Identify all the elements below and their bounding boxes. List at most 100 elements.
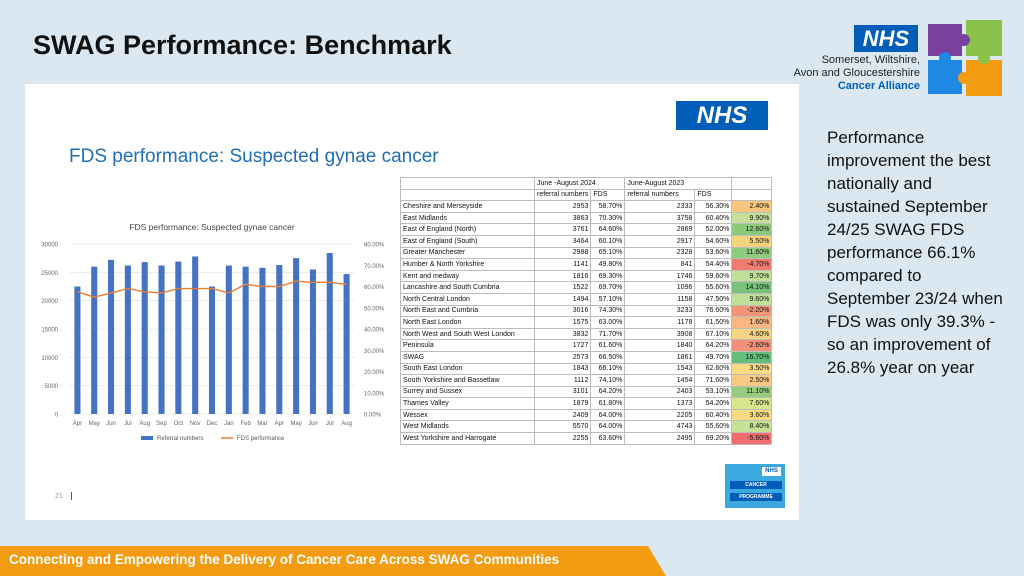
table-cell: 54.60% — [694, 234, 733, 248]
table-row: Surrey and Sussex 3101 64.20% 2403 53.10% 11.… — [400, 385, 773, 399]
y-left-tick-label: 10000 — [41, 356, 58, 362]
header-period-2: June-August 2023 — [624, 177, 733, 190]
x-tick-label: Feb — [240, 421, 251, 427]
table-row: North Central London 1494 57.10% 1158 47.50%… — [400, 292, 773, 306]
nhs-logo: NHS — [676, 101, 768, 130]
table-cell: 3758 — [624, 211, 696, 225]
table-cell-region: Kent and medway — [400, 269, 535, 283]
bar-referral-may-1 — [91, 266, 98, 414]
programme-nhs: NHS — [762, 467, 781, 476]
x-tick-label: Dec — [207, 421, 218, 427]
table-cell: 1096 — [624, 281, 696, 294]
bar-referral-nov-7 — [192, 256, 199, 414]
bar-referral-jan-9 — [225, 265, 232, 414]
org-line-1: Somerset, Wiltshire, — [821, 54, 920, 66]
x-tick-label: Aug — [139, 421, 150, 427]
bar-referral-jun-14 — [309, 269, 316, 414]
table-cell: 3908 — [624, 327, 696, 341]
legend-label-fds: FDS performance — [237, 436, 285, 442]
table-cell: 4.60% — [731, 327, 773, 341]
table-cell: -2.20% — [731, 304, 773, 318]
y-right-tick-label: 0.00% — [364, 413, 382, 419]
table-cell: 1879 — [533, 397, 592, 410]
table-cell: 55.60% — [694, 420, 733, 434]
table-cell-region: Surrey and Sussex — [400, 385, 535, 399]
org-line-3: Cancer Alliance — [837, 80, 920, 92]
bar-referral-mar-11 — [259, 267, 266, 414]
table-cell: 61.60% — [590, 339, 626, 352]
table-cell: 1575 — [533, 316, 592, 329]
table-cell: 54.40% — [694, 258, 733, 271]
y-right-tick-label: 40.00% — [364, 328, 385, 334]
table-cell: 11.10% — [731, 385, 773, 399]
table-cell-region: Cheshire and Merseyside — [400, 200, 535, 213]
table-cell: 2403 — [624, 385, 696, 399]
table-cell-region: Thames Valley — [400, 397, 535, 410]
table-cell: 74.10% — [590, 374, 626, 387]
table-cell: 1158 — [624, 292, 696, 306]
table-cell: 54.20% — [694, 397, 733, 410]
table-cell-region: East of England (South) — [400, 234, 535, 248]
table-row: North East and Cumbria 3016 74.30% 3233 76.6… — [400, 304, 773, 318]
table-cell: 60.10% — [590, 234, 626, 248]
x-tick-label: Oct — [174, 421, 184, 427]
table-cell: 2917 — [624, 234, 696, 248]
table-cell: 67.10% — [694, 327, 733, 341]
table-cell: 1727 — [533, 339, 592, 352]
table-cell: 59.60% — [694, 269, 733, 283]
table-row: North East London 1575 63.00% 1178 61.50% 1.6… — [400, 316, 773, 329]
subheader-referral-1: referral numbers — [533, 188, 592, 202]
y-left-tick-label: 0 — [55, 413, 59, 419]
header-blank-2 — [731, 177, 773, 190]
table-cell: 60.40% — [694, 408, 733, 422]
table-cell: 1141 — [533, 258, 592, 271]
table-row: Lancashire and South Cumbria 1522 69.70% 10… — [400, 281, 773, 294]
table-cell: 1373 — [624, 397, 696, 410]
bar-referral-oct-6 — [175, 261, 182, 414]
table-cell-region: South East London — [400, 362, 535, 376]
table-cell: 9.60% — [731, 292, 773, 306]
y-left-tick-label: 25000 — [41, 271, 58, 277]
table-cell-region: East of England (North) — [400, 223, 535, 236]
table-cell: 71.60% — [694, 374, 733, 387]
x-tick-label: Jun — [106, 421, 116, 427]
puzzle-icon — [928, 20, 1002, 96]
bar-referral-feb-10 — [242, 266, 249, 414]
table-row: Cheshire and Merseyside 2953 58.70% 2333 56.… — [400, 200, 773, 213]
bar-referral-jul-3 — [124, 265, 131, 414]
table-cell: 53.10% — [694, 385, 733, 399]
table-cell-region: SWAG — [400, 350, 535, 364]
table-cell: 61.80% — [590, 397, 626, 410]
x-tick-label: Jul — [326, 421, 334, 427]
table-cell: 64.20% — [694, 339, 733, 352]
table-cell: 70.30% — [590, 211, 626, 225]
x-tick-label: May — [290, 421, 301, 427]
x-tick-label: Mar — [257, 421, 267, 427]
bar-referral-jun-2 — [108, 259, 115, 414]
bar-referral-apr-12 — [276, 264, 283, 414]
table-row: Humber & North Yorkshire 1141 49.80% 841 54.… — [400, 258, 773, 271]
y-left-tick-label: 15000 — [41, 328, 58, 334]
table-header-row: June -August 2024 June-August 2023 — [400, 177, 773, 190]
table-cell: -2.60% — [731, 339, 773, 352]
x-tick-label: May — [89, 421, 100, 427]
fds-performance-line — [77, 280, 347, 298]
table-cell: 69.70% — [590, 281, 626, 294]
cancer-programme-logo: NHS CANCER PROGRAMME — [725, 464, 785, 508]
table-cell: 8.40% — [731, 420, 773, 434]
table-cell: 16.70% — [731, 350, 773, 364]
slide-panel: FDS performance: Suspected gynae cancer … — [25, 84, 799, 520]
table-cell: 49.70% — [694, 350, 733, 364]
legend-label-referral: Referral numbers — [157, 436, 203, 442]
bar-referral-dec-8 — [208, 286, 216, 414]
y-right-tick-label: 10.00% — [364, 391, 385, 397]
table-cell-region: Greater Manchester — [400, 246, 535, 260]
x-tick-label: Sep — [156, 421, 167, 427]
table-cell-region: South Yorkshire and Bassetlaw — [400, 374, 535, 387]
subheader-referral-2: referral numbers — [624, 188, 696, 202]
table-cell: 64.20% — [590, 385, 626, 399]
x-tick-label: Aug — [341, 421, 352, 427]
table-cell: 63.00% — [590, 316, 626, 329]
table-cell-region: Wessex — [400, 408, 535, 422]
commentary-text: Performance improvement the best nationa… — [827, 128, 1003, 377]
